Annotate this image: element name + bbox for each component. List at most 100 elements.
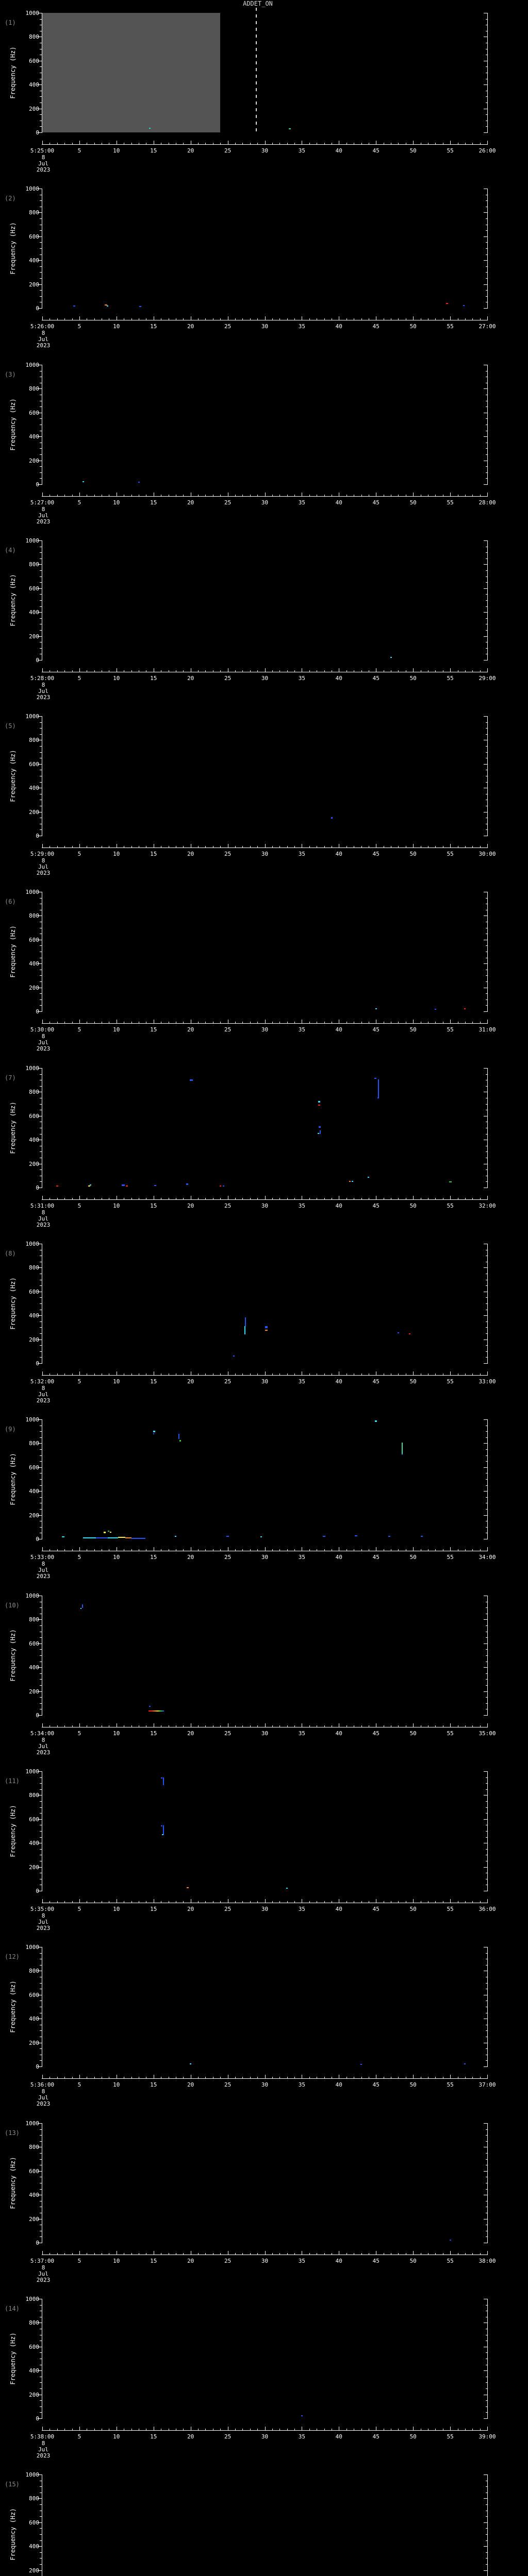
x-tick bbox=[79, 1196, 80, 1199]
x-tick bbox=[131, 1022, 132, 1023]
y-tick-right bbox=[486, 2540, 488, 2541]
signal-blob bbox=[260, 1536, 262, 1537]
x-tick bbox=[272, 1374, 273, 1375]
y-tick-left bbox=[38, 308, 42, 309]
x-axis-date-line: 8 bbox=[41, 1033, 45, 1040]
x-tick bbox=[324, 495, 325, 496]
y-tick-right bbox=[486, 2060, 488, 2061]
y-tick-right bbox=[484, 1363, 488, 1364]
x-tick bbox=[94, 1549, 95, 1551]
y-tick-label: 400 bbox=[29, 2192, 39, 2199]
x-tick bbox=[250, 318, 251, 320]
signal-blob bbox=[331, 817, 333, 819]
x-tick bbox=[79, 1723, 80, 1727]
y-tick-right bbox=[486, 648, 488, 649]
x-tick bbox=[309, 2429, 310, 2430]
y-tick-label: 200 bbox=[29, 2391, 39, 2398]
spectrogram-panel: (2) Frequency (Hz) 0 200 400 600 800 1000 5 10 15 2… bbox=[0, 176, 528, 351]
x-tick bbox=[183, 1725, 184, 1727]
y-tick-left bbox=[40, 558, 42, 559]
x-tick bbox=[472, 1901, 473, 1903]
x-tick bbox=[42, 1020, 43, 1023]
signal-blob bbox=[107, 306, 109, 307]
x-tick bbox=[465, 1549, 466, 1551]
spectrogram-panel: (4) Frequency (Hz) 0 200 400 600 800 1000 5 10 15 2… bbox=[0, 528, 528, 703]
y-tick-label: 600 bbox=[29, 409, 39, 416]
x-tick bbox=[279, 1374, 280, 1375]
signal-blob bbox=[190, 2063, 192, 2065]
x-tick bbox=[413, 1899, 414, 1903]
x-tick bbox=[265, 1899, 266, 1903]
y-axis-label: Frequency (Hz) bbox=[9, 2332, 16, 2385]
y-tick-left bbox=[40, 2382, 42, 2383]
y-tick-right bbox=[486, 2030, 488, 2031]
x-tick-label: 30 bbox=[261, 147, 269, 154]
y-tick-right bbox=[486, 272, 488, 273]
x-tick bbox=[79, 316, 80, 320]
x-tick bbox=[272, 2077, 273, 2078]
y-tick-right bbox=[486, 1527, 488, 1528]
x-tick bbox=[435, 143, 436, 144]
panel-index-label: (4) bbox=[5, 547, 16, 554]
y-tick-right bbox=[486, 230, 488, 231]
x-tick-label: 40 bbox=[335, 499, 342, 506]
x-tick bbox=[64, 670, 65, 672]
x-tick bbox=[361, 318, 362, 320]
x-tick-label: 35 bbox=[298, 2081, 306, 2088]
x-tick bbox=[294, 1022, 295, 1023]
x-tick bbox=[72, 495, 73, 496]
x-tick-label: 55 bbox=[447, 1026, 454, 1033]
x-axis-date-line: 2023 bbox=[36, 1397, 51, 1404]
y-tick-left bbox=[38, 764, 42, 765]
y-tick-right bbox=[486, 1181, 488, 1182]
x-tick bbox=[487, 668, 488, 672]
y-tick-label: 600 bbox=[29, 1288, 39, 1295]
y-tick-left bbox=[40, 1455, 42, 1456]
x-tick bbox=[257, 2429, 258, 2430]
x-tick-label: 35 bbox=[298, 1730, 306, 1737]
y-tick-right bbox=[486, 66, 488, 67]
panel-index-label: (12) bbox=[5, 1953, 20, 1960]
signal-blob bbox=[446, 303, 449, 304]
x-axis-date-line: 8 bbox=[41, 1912, 45, 1919]
x-axis-end-time: 28:00 bbox=[478, 499, 496, 506]
y-tick-right bbox=[486, 897, 488, 899]
x-tick bbox=[287, 1725, 288, 1727]
x-tick bbox=[57, 670, 58, 672]
x-tick bbox=[487, 2427, 488, 2430]
x-tick-label: 50 bbox=[409, 1378, 417, 1385]
x-tick bbox=[324, 2429, 325, 2430]
y-tick-left bbox=[40, 1982, 42, 1984]
x-tick bbox=[450, 668, 451, 672]
y-tick-left bbox=[38, 2171, 42, 2172]
x-axis-end-time: 32:00 bbox=[478, 1202, 496, 1209]
y-tick-left bbox=[38, 1419, 42, 1420]
x-tick bbox=[220, 1022, 221, 1023]
x-tick bbox=[242, 1549, 243, 1551]
x-tick bbox=[472, 1725, 473, 1727]
signal-blob bbox=[318, 1104, 320, 1106]
y-tick-left bbox=[40, 2540, 42, 2541]
x-tick bbox=[79, 493, 80, 496]
y-tick-right bbox=[486, 570, 488, 571]
signal-blob bbox=[226, 1536, 229, 1537]
y-tick-left bbox=[40, 1527, 42, 1528]
x-axis-start-time: 5:26:00 bbox=[30, 323, 55, 330]
y-tick-left bbox=[40, 782, 42, 783]
spectrogram-panel: (12) Frequency (Hz) 0 200 400 600 800 1000 5 10 15… bbox=[0, 1934, 528, 2110]
y-tick-right bbox=[486, 1321, 488, 1322]
y-tick-left bbox=[40, 1351, 42, 1352]
y-tick-left bbox=[38, 84, 42, 86]
signal-blob bbox=[368, 1177, 370, 1178]
y-tick-label: 800 bbox=[29, 2495, 39, 2502]
y-tick-left bbox=[40, 1625, 42, 1626]
x-axis-date-line: 8 bbox=[41, 1209, 45, 1216]
x-tick-label: 5 bbox=[77, 1378, 81, 1385]
y-tick-right bbox=[486, 1807, 488, 1808]
x-tick bbox=[309, 1725, 310, 1727]
y-tick-label: 1000 bbox=[25, 1768, 40, 1775]
y-tick-left bbox=[40, 2552, 42, 2553]
x-tick bbox=[64, 2429, 65, 2430]
x-tick bbox=[57, 1374, 58, 1375]
y-tick-label: 1000 bbox=[25, 713, 40, 720]
